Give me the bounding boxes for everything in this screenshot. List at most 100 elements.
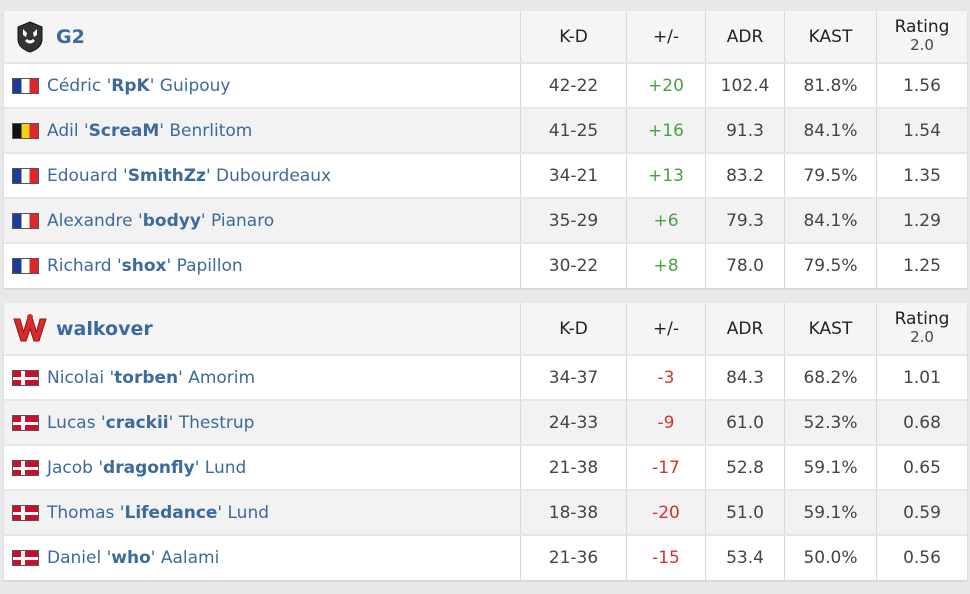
kd-value: 18-38 — [520, 490, 627, 535]
flag-denmark-icon — [12, 550, 39, 566]
plusminus-value: +8 — [626, 243, 706, 288]
player-link[interactable]: Daniel ' who ' Aalami — [4, 548, 520, 568]
player-nickname: shox — [121, 256, 167, 276]
kast-value: 81.8% — [784, 63, 877, 108]
player-row: Lucas ' crackii ' Thestrup 24-33 -9 61.0 5… — [4, 400, 967, 445]
player-row: Thomas ' Lifedance ' Lund 18-38 -20 51.0 5… — [4, 490, 967, 535]
player-nickname: dragonfly — [103, 457, 195, 478]
player-link[interactable]: Alexandre ' bodyy ' Pianaro — [4, 211, 520, 231]
table-header-row: G2 K-D +/- ADR KAST Rating 2.0 — [4, 11, 967, 63]
team-name-link[interactable]: walkover — [56, 317, 153, 340]
player-last-name: ' Thestrup — [168, 412, 255, 433]
rating-value: 1.35 — [876, 153, 967, 198]
player-link[interactable]: Cédric ' RpK ' Guipouy — [4, 76, 520, 96]
player-link[interactable]: Jacob ' dragonfly ' Lund — [4, 458, 520, 478]
column-header-kast: KAST — [784, 303, 877, 355]
player-row: Cédric ' RpK ' Guipouy 42-22 +20 102.4 81.… — [4, 63, 967, 108]
team-header: G2 — [4, 11, 521, 63]
adr-value: 61.0 — [705, 400, 785, 445]
player-nickname: crackii — [105, 412, 169, 433]
rating-value: 1.29 — [876, 198, 967, 243]
plusminus-value: +13 — [626, 153, 706, 198]
kast-value: 59.1% — [784, 445, 877, 490]
kast-value: 79.5% — [784, 243, 877, 288]
column-header-adr: ADR — [705, 303, 785, 355]
player-last-name: ' Papillon — [166, 256, 243, 276]
player-first-name: Richard ' — [47, 256, 122, 276]
column-header-adr: ADR — [705, 11, 785, 63]
adr-value: 83.2 — [705, 153, 785, 198]
player-cell: Richard ' shox ' Papillon — [4, 243, 521, 288]
flag-denmark-icon — [12, 459, 39, 476]
column-header-rating: Rating 2.0 — [876, 11, 967, 63]
team-name-link[interactable]: G2 — [56, 25, 85, 48]
adr-value: 91.3 — [705, 108, 785, 153]
plusminus-value: -15 — [626, 535, 706, 580]
adr-value: 78.0 — [705, 243, 785, 288]
kast-value: 84.1% — [784, 108, 877, 153]
flag-france-icon — [12, 167, 39, 184]
player-first-name: Edouard ' — [47, 165, 128, 186]
player-nickname: SmithZz — [127, 165, 206, 186]
player-link[interactable]: Thomas ' Lifedance ' Lund — [4, 503, 520, 523]
player-last-name: ' Aalami — [150, 548, 220, 568]
player-link[interactable]: Adil ' ScreaM ' Benrlitom — [4, 121, 520, 141]
column-header-kd: K-D — [520, 303, 627, 355]
player-link[interactable]: Richard ' shox ' Papillon — [4, 256, 520, 276]
kd-value: 42-22 — [520, 63, 627, 108]
flag-denmark-icon — [12, 369, 39, 386]
kd-value: 34-37 — [520, 355, 627, 400]
player-link[interactable]: Nicolai ' torben ' Amorim — [4, 368, 520, 388]
player-link[interactable]: Lucas ' crackii ' Thestrup — [4, 413, 520, 433]
player-first-name: Adil ' — [47, 120, 89, 141]
rating-value: 0.65 — [876, 445, 967, 490]
rating-value: 1.01 — [876, 355, 967, 400]
player-row: Daniel ' who ' Aalami 21-36 -15 53.4 50.0%… — [4, 535, 967, 580]
adr-value: 84.3 — [705, 355, 785, 400]
kast-value: 79.5% — [784, 153, 877, 198]
rating-label: Rating — [894, 309, 950, 329]
team-stats-table-walkover: walkover K-D +/- ADR KAST Rating 2.0 Nic… — [4, 303, 967, 580]
adr-value: 51.0 — [705, 490, 785, 535]
player-first-name: Thomas ' — [47, 502, 125, 523]
kd-value: 35-29 — [520, 198, 627, 243]
kast-value: 59.1% — [784, 490, 877, 535]
g2-logo-icon — [17, 20, 43, 53]
rating-value: 1.54 — [876, 108, 967, 153]
kast-value: 50.0% — [784, 535, 877, 580]
plusminus-value: +20 — [626, 63, 706, 108]
player-last-name: ' Benrlitom — [159, 120, 253, 141]
rating-version: 2.0 — [910, 328, 934, 346]
player-cell: Alexandre ' bodyy ' Pianaro — [4, 198, 521, 243]
team-header: walkover — [4, 303, 521, 355]
player-first-name: Cédric ' — [47, 75, 112, 96]
player-last-name: ' Pianaro — [200, 210, 275, 231]
player-nickname: bodyy — [142, 210, 201, 231]
adr-value: 53.4 — [705, 535, 785, 580]
player-first-name: Nicolai ' — [47, 367, 115, 388]
player-cell: Thomas ' Lifedance ' Lund — [4, 490, 521, 535]
team-stats-table-g2: G2 K-D +/- ADR KAST Rating 2.0 Cédric ' R… — [4, 11, 967, 288]
column-header-plusminus: +/- — [626, 303, 706, 355]
plusminus-value: -20 — [626, 490, 706, 535]
player-cell: Daniel ' who ' Aalami — [4, 535, 521, 580]
table-header-row: walkover K-D +/- ADR KAST Rating 2.0 — [4, 303, 967, 355]
player-last-name: ' Dubourdeaux — [205, 165, 332, 186]
player-last-name: ' Lund — [194, 457, 247, 478]
kast-value: 52.3% — [784, 400, 877, 445]
player-cell: Nicolai ' torben ' Amorim — [4, 355, 521, 400]
player-link[interactable]: Edouard ' SmithZz ' Dubourdeaux — [4, 166, 520, 186]
player-nickname: ScreaM — [88, 120, 160, 141]
flag-denmark-icon — [12, 504, 39, 521]
player-nickname: who — [111, 548, 151, 568]
adr-value: 79.3 — [705, 198, 785, 243]
rating-label: Rating — [894, 17, 950, 37]
player-row: Nicolai ' torben ' Amorim 34-37 -3 84.3 68… — [4, 355, 967, 400]
plusminus-value: -17 — [626, 445, 706, 490]
adr-value: 102.4 — [705, 63, 785, 108]
player-cell: Cédric ' RpK ' Guipouy — [4, 63, 521, 108]
kd-value: 34-21 — [520, 153, 627, 198]
player-cell: Edouard ' SmithZz ' Dubourdeaux — [4, 153, 521, 198]
kd-value: 21-38 — [520, 445, 627, 490]
flag-belgium-icon — [12, 122, 39, 139]
